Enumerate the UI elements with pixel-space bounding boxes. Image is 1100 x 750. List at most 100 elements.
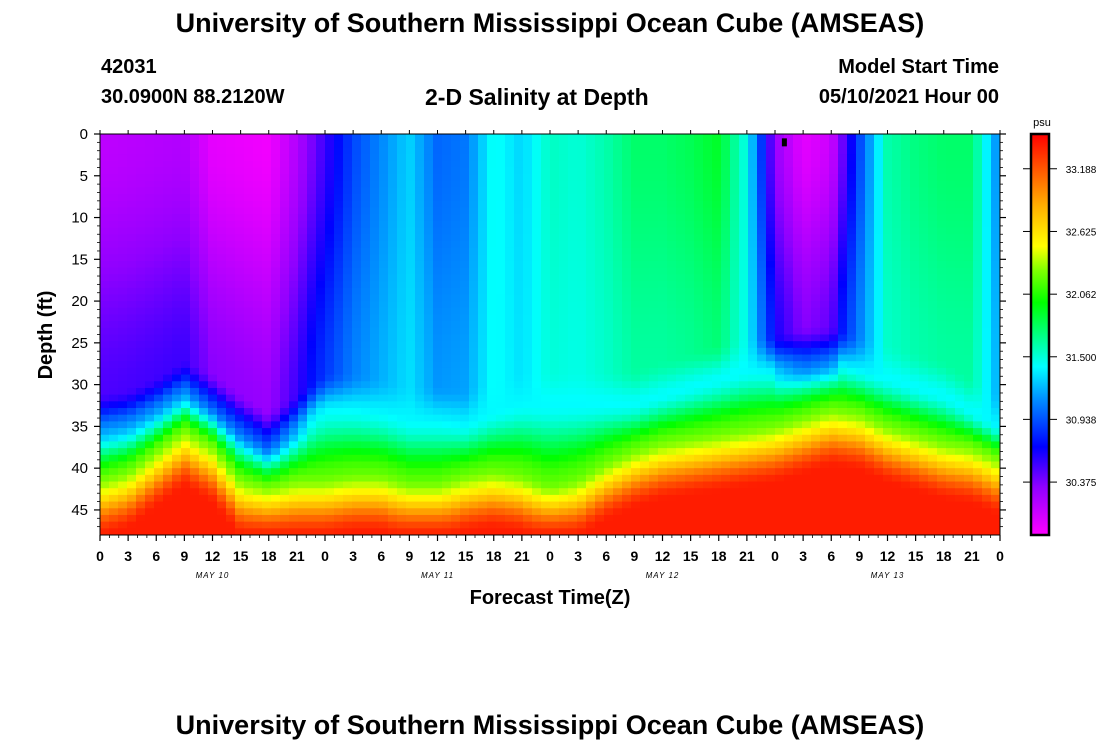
heatmap-cell [442, 448, 452, 456]
heatmap-cell [361, 474, 371, 483]
heatmap-cell [127, 481, 137, 489]
heatmap-cell [316, 187, 326, 195]
heatmap-cell [145, 341, 155, 349]
heatmap-cell [316, 194, 326, 202]
heatmap-cell [541, 187, 551, 195]
heatmap-cell [415, 347, 425, 356]
heatmap-cell [253, 260, 263, 269]
heatmap-cell [757, 408, 767, 416]
heatmap-cell [568, 294, 578, 302]
heatmap-cell [226, 528, 236, 535]
heatmap-cell [559, 441, 569, 449]
heatmap-cell [586, 227, 596, 235]
heatmap-cell [451, 341, 461, 349]
heatmap-cell [559, 381, 569, 389]
heatmap-cell [766, 421, 776, 429]
heatmap-cell [118, 347, 128, 356]
heatmap-cell [622, 421, 632, 429]
heatmap-cell [433, 367, 443, 376]
heatmap-cell [442, 394, 452, 402]
heatmap-cell [289, 214, 299, 222]
heatmap-cell [685, 287, 695, 295]
heatmap-cell [235, 254, 245, 262]
heatmap-cell [244, 454, 254, 463]
heatmap-cell [649, 281, 659, 289]
heatmap-cell [136, 401, 146, 409]
heatmap-cell [109, 274, 119, 282]
heatmap-cell [100, 488, 110, 496]
heatmap-cell [775, 394, 785, 402]
heatmap-cell [307, 488, 317, 496]
heatmap-cell [730, 454, 740, 463]
heatmap-cell [370, 307, 380, 316]
heatmap-cell [289, 508, 299, 516]
heatmap-cell [388, 374, 398, 382]
heatmap-cell [703, 454, 713, 463]
heatmap-cell [433, 301, 443, 309]
heatmap-cell [208, 174, 218, 182]
heatmap-cell [388, 528, 398, 535]
heatmap-cell [730, 488, 740, 496]
heatmap-cell [649, 488, 659, 496]
heatmap-cell [676, 220, 686, 229]
heatmap-cell [766, 394, 776, 402]
heatmap-cell [505, 347, 515, 356]
heatmap-cell [289, 401, 299, 409]
heatmap-cell [757, 134, 767, 142]
heatmap-cell [838, 321, 848, 329]
heatmap-cell [820, 408, 830, 416]
heatmap-cell [316, 488, 326, 496]
heatmap-cell [838, 434, 848, 443]
heatmap-cell [208, 294, 218, 302]
heatmap-cell [181, 294, 191, 302]
heatmap-cell [433, 514, 443, 523]
heatmap-cell [820, 488, 830, 496]
heatmap-cell [766, 434, 776, 443]
heatmap-cell [496, 394, 506, 402]
heatmap-cell [181, 134, 191, 142]
heatmap-cell [487, 200, 497, 209]
heatmap-cell [541, 421, 551, 429]
heatmap-cell [595, 354, 605, 362]
heatmap-cell [451, 167, 461, 175]
heatmap-cell [100, 494, 110, 503]
heatmap-cell [820, 327, 830, 336]
heatmap-cell [109, 341, 119, 349]
heatmap-cell [334, 528, 344, 535]
heatmap-cell [433, 260, 443, 269]
heatmap-cell [208, 421, 218, 429]
heatmap-cell [541, 394, 551, 402]
heatmap-cell [559, 367, 569, 376]
heatmap-cell [109, 441, 119, 449]
heatmap-cell [307, 140, 317, 148]
heatmap-cell [127, 294, 137, 302]
heatmap-cell [217, 167, 227, 175]
heatmap-cell [748, 414, 758, 422]
heatmap-cell [100, 387, 110, 396]
heatmap-cell [811, 394, 821, 402]
heatmap-cell [649, 147, 659, 155]
heatmap-cell [379, 528, 389, 535]
heatmap-cell [721, 387, 731, 396]
heatmap-cell [388, 194, 398, 202]
heatmap-cell [397, 234, 407, 242]
heatmap-cell [361, 140, 371, 148]
heatmap-cell [631, 254, 641, 262]
heatmap-cell [721, 247, 731, 255]
heatmap-cell [721, 194, 731, 202]
heatmap-cell [514, 354, 524, 362]
heatmap-cell [496, 200, 506, 209]
heatmap-cell [307, 468, 317, 476]
heatmap-cell [766, 180, 776, 189]
heatmap-cell [739, 501, 749, 509]
heatmap-cell [442, 468, 452, 476]
heatmap-cell [541, 307, 551, 316]
heatmap-cell [829, 454, 839, 463]
heatmap-cell [460, 134, 470, 142]
heatmap-cell [451, 281, 461, 289]
heatmap-cell [244, 441, 254, 449]
heatmap-cell [316, 254, 326, 262]
heatmap-cell [514, 180, 524, 189]
heatmap-cell [253, 521, 263, 529]
heatmap-cell [226, 461, 236, 469]
